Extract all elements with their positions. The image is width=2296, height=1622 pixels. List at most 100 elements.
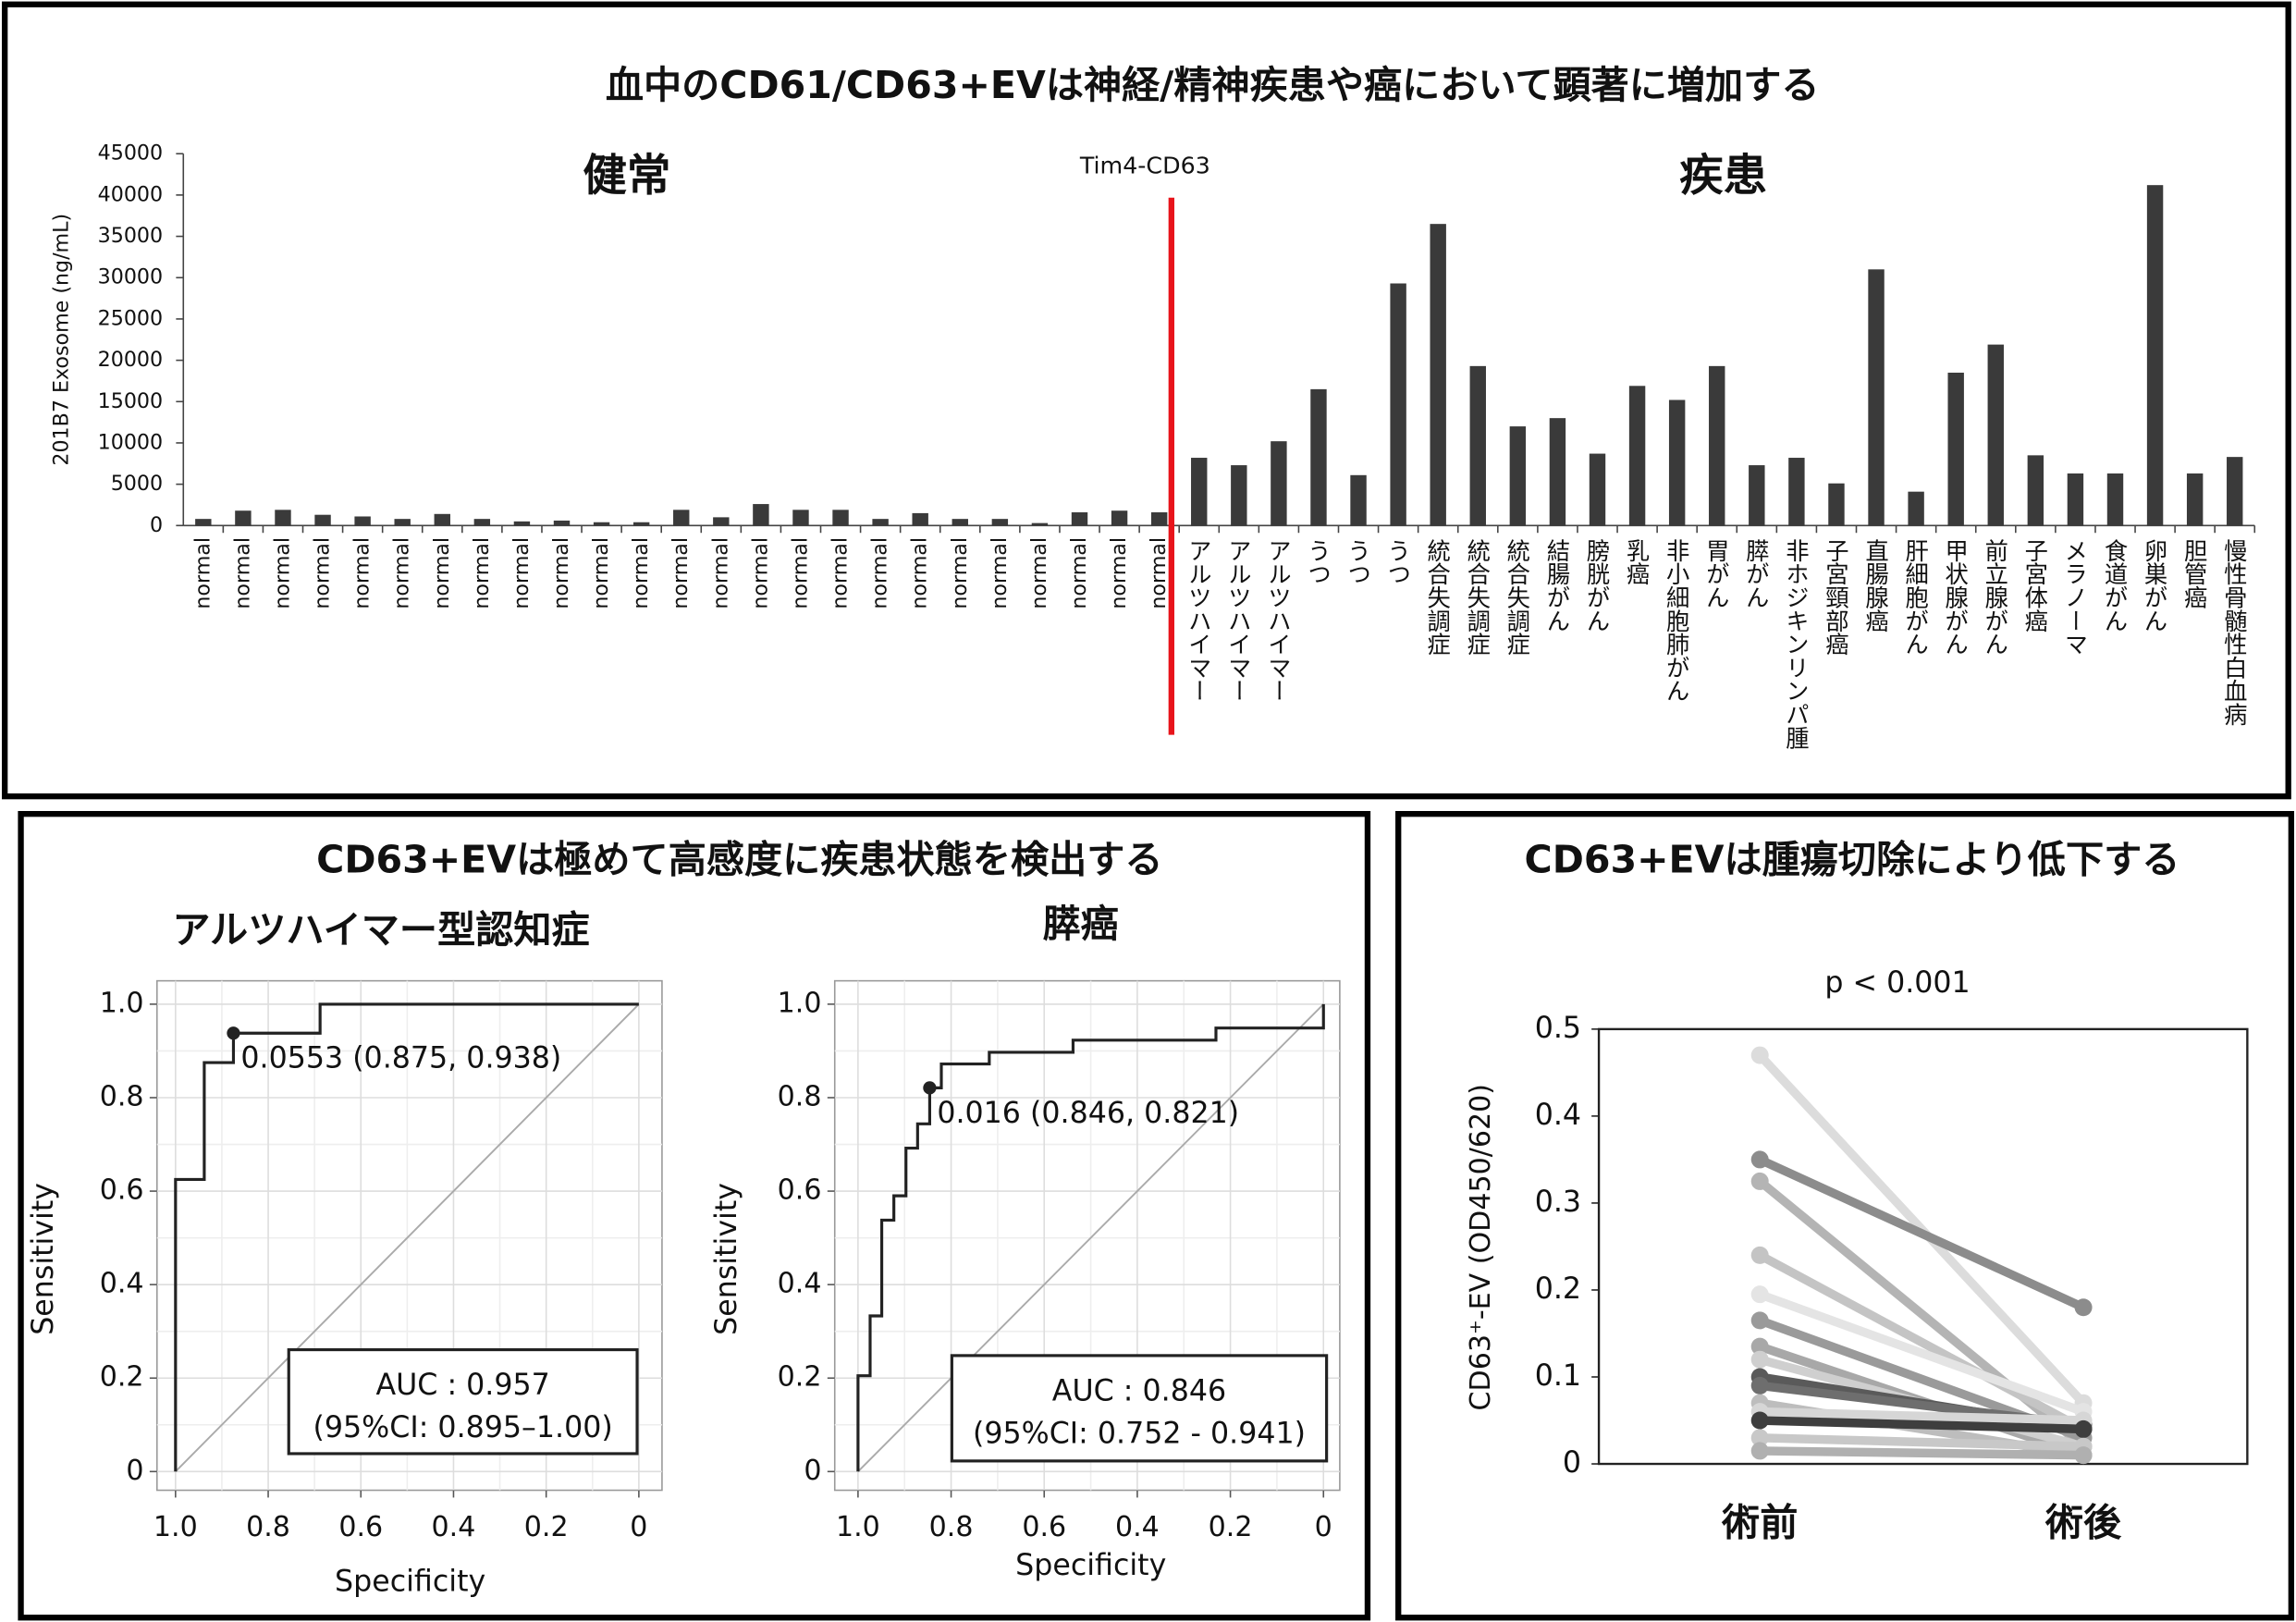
- bar: [673, 510, 690, 526]
- y-tick-label: 0.6: [778, 1174, 822, 1207]
- y-tick-label: 0.8: [100, 1080, 144, 1112]
- y-tick-label: 0.4: [100, 1268, 144, 1300]
- y-tick-label: 0.6: [100, 1174, 144, 1207]
- x-tick-label: normal: [589, 537, 613, 609]
- x-tick-label: 0.2: [1209, 1511, 1253, 1543]
- bar: [1430, 224, 1446, 526]
- y-tick-label: 0: [126, 1455, 143, 1487]
- y-tick-label: 0.5: [1535, 1012, 1581, 1045]
- paired-point: [1750, 1350, 1769, 1369]
- y-tick-label: 0.2: [100, 1361, 144, 1394]
- x-tick-label: 術後: [2044, 1501, 2122, 1545]
- x-tick-label: normal: [629, 537, 653, 609]
- x-tick-label: normal: [270, 537, 294, 609]
- bar: [872, 519, 889, 526]
- panel-frame: [1395, 811, 2295, 1621]
- x-tick-label: normal: [470, 537, 494, 609]
- bar: [1271, 441, 1287, 526]
- cutoff-point: [923, 1081, 937, 1095]
- bar: [195, 519, 212, 526]
- y-axis-label: Sensitivity: [710, 1183, 743, 1335]
- x-tick-label: normal: [510, 537, 534, 609]
- x-tick-label: normal: [829, 537, 853, 609]
- x-tick-label: normal: [549, 537, 573, 609]
- panel-title: CD63+EVは極めて高感度に疾患状態を検出する: [316, 837, 1162, 881]
- paired-point: [1750, 1442, 1769, 1460]
- paired-point: [2074, 1446, 2093, 1465]
- bar: [1628, 386, 1646, 526]
- chart-title: アルツハイマー型認知症: [172, 907, 589, 952]
- chart-title: 血中のCD61/CD63+EVは神経/精神疾患や癌において顕著に増加する: [606, 63, 1820, 107]
- x-tick-label: うつ: [1344, 539, 1372, 586]
- x-tick-label: normal: [190, 537, 215, 609]
- y-tick-label: 45000: [98, 141, 163, 166]
- paired-line: [1757, 1251, 2086, 1433]
- y-tick-label: 0: [1563, 1446, 1581, 1480]
- bar: [792, 510, 809, 526]
- x-tick-label: 乳癌: [1624, 539, 1651, 586]
- annotation: Tim4-CD63: [1079, 151, 1210, 178]
- x-tick-label: アルツハイマー: [1265, 539, 1293, 703]
- paired-point: [1750, 1046, 1769, 1064]
- x-tick-label: 慢性骨髄性白血病: [2221, 539, 2249, 727]
- bar: [753, 504, 769, 526]
- bar: [832, 510, 849, 526]
- paired-point: [1750, 1337, 1769, 1356]
- annotation: 疾患: [1679, 151, 1767, 202]
- paired-point: [2074, 1419, 2093, 1438]
- x-tick-label: 甲状腺がん: [1942, 539, 1970, 657]
- bar: [1947, 373, 1964, 526]
- cutoff-label: 0.016 (0.846, 0.821): [937, 1097, 1239, 1130]
- paired-point: [2074, 1298, 2093, 1317]
- x-tick-label: 膀胱がん: [1584, 539, 1612, 633]
- roc-curve: [174, 1002, 639, 1472]
- y-tick-label: 0.3: [1535, 1186, 1581, 1219]
- bar: [1191, 458, 1208, 526]
- x-tick-label: 卵巣がん: [2142, 539, 2169, 633]
- x-tick-label: normal: [430, 537, 454, 609]
- x-tick-label: 0.8: [246, 1511, 290, 1543]
- paired-point: [1750, 1376, 1769, 1395]
- bar: [632, 522, 650, 526]
- x-tick-label: normal: [1147, 537, 1171, 609]
- bar: [1868, 269, 1885, 526]
- bar: [713, 517, 730, 526]
- x-axis-label: Specificity: [1015, 1549, 1166, 1582]
- bar: [2227, 457, 2243, 526]
- y-tick-label: 0.8: [778, 1080, 822, 1112]
- bar: [1908, 491, 1924, 526]
- x-tick-label: normal: [390, 537, 414, 609]
- bar: [1509, 426, 1527, 526]
- x-tick-label: 子宮頸部癌: [1823, 539, 1850, 657]
- bar: [1709, 365, 1725, 526]
- bar: [1749, 465, 1765, 526]
- x-tick-label: 胃がん: [1703, 539, 1731, 609]
- x-tick-label: 0.6: [338, 1511, 383, 1543]
- y-tick-label: 5000: [111, 472, 163, 496]
- x-tick-label: 0.6: [1022, 1511, 1066, 1543]
- bar: [952, 519, 968, 526]
- paired-point: [1750, 1411, 1769, 1430]
- x-tick-label: normal: [350, 537, 374, 609]
- bar: [1310, 388, 1327, 526]
- bar: [2146, 185, 2164, 526]
- y-tick-label: 25000: [98, 306, 163, 330]
- chart-title: 膵癌: [1043, 902, 1119, 946]
- x-tick-label: normal: [1067, 537, 1091, 609]
- bar: [1788, 458, 1805, 526]
- x-tick-label: 食道がん: [2102, 539, 2130, 633]
- bar: [275, 510, 291, 526]
- x-tick-label: normal: [669, 537, 693, 609]
- paired-line: [1760, 1407, 2084, 1425]
- x-tick-label: normal: [948, 537, 972, 609]
- x-tick-label: 0.8: [929, 1511, 974, 1543]
- chart-title: CD63+EVは腫瘍切除により低下する: [1525, 837, 2180, 881]
- x-axis-label: Specificity: [335, 1565, 485, 1598]
- bar: [1031, 522, 1049, 526]
- x-tick-label: 0.4: [1115, 1511, 1160, 1543]
- x-tick-label: 直腸腺癌: [1862, 539, 1890, 633]
- x-tick-label: 1.0: [836, 1511, 880, 1543]
- cutoff-point: [227, 1026, 240, 1040]
- auc-text: AUC : 0.957: [375, 1369, 549, 1402]
- x-tick-label: うつ: [1305, 539, 1332, 586]
